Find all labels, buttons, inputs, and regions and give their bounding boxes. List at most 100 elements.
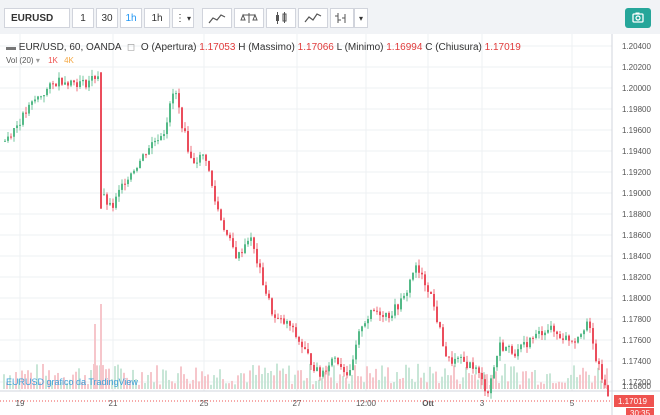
volume-bar <box>237 375 239 389</box>
volume-bar <box>189 383 191 389</box>
y-tick-label: 1.18800 <box>622 210 651 219</box>
candle-body <box>484 379 486 392</box>
volume-bar <box>549 373 551 389</box>
candle-body <box>286 321 288 324</box>
volume-bar <box>87 383 89 389</box>
volume-bar <box>183 374 185 389</box>
volume-bar <box>54 375 56 389</box>
last-price-tag <box>614 395 654 408</box>
collapse-icon[interactable]: ▬ <box>6 42 16 53</box>
candle-body <box>31 101 33 105</box>
candle-body <box>184 128 186 132</box>
candles-style-button[interactable] <box>266 8 296 28</box>
volume-bar <box>432 373 434 389</box>
volume-bar <box>300 370 302 389</box>
volume-bar <box>462 377 464 389</box>
volume-bar <box>243 373 245 389</box>
candle-body <box>139 160 141 168</box>
candle-body <box>307 349 309 354</box>
candle-body <box>442 327 444 347</box>
candle-body <box>454 358 456 364</box>
volume-bar <box>174 383 176 389</box>
volume-bar <box>480 372 482 389</box>
interval-30-button[interactable]: 30 <box>96 8 118 28</box>
candle-body <box>601 364 603 380</box>
candle-body <box>235 247 237 259</box>
more-intervals-button[interactable]: ⋮ ▾ <box>172 8 194 28</box>
interval-1h-button[interactable]: 1h <box>120 8 142 28</box>
volume-bar <box>69 379 71 389</box>
candle-body <box>229 234 231 239</box>
volume-bar <box>330 377 332 389</box>
volume-bar <box>66 383 68 389</box>
low-label: L (Minimo) <box>336 42 384 53</box>
symbol-description: EUR/USD, 60, OANDA <box>18 42 122 53</box>
candle-body <box>187 131 189 152</box>
volume-bar <box>294 374 296 389</box>
candle-body <box>592 328 594 344</box>
candle-body <box>172 93 174 104</box>
volume-bar <box>318 379 320 389</box>
volume-bar <box>363 382 365 389</box>
volume-bar <box>171 381 173 389</box>
candle-body <box>481 373 483 380</box>
line-style-button[interactable] <box>298 8 328 28</box>
volume-bar <box>9 375 11 389</box>
candle-body <box>61 77 63 85</box>
candle-body <box>409 279 411 293</box>
volume-bar <box>285 373 287 389</box>
symbol-search-button[interactable]: EURUSD <box>4 8 70 28</box>
volume-bar <box>357 376 359 389</box>
volume-bar <box>471 374 473 389</box>
indicators-button[interactable] <box>202 8 232 28</box>
candle-body <box>115 196 117 208</box>
candle-body <box>358 331 360 345</box>
compare-button[interactable] <box>234 8 264 28</box>
bars-icon <box>335 13 346 23</box>
candle-body <box>67 82 69 86</box>
y-tick-label: 1.18600 <box>622 231 651 240</box>
candle-body <box>541 331 543 336</box>
candle-body <box>160 136 162 141</box>
candle-body <box>148 148 150 155</box>
volume-bar <box>498 383 500 389</box>
volume-bar <box>402 377 404 389</box>
candle-body <box>250 237 252 241</box>
volume-bar <box>63 377 65 389</box>
volume-bar <box>60 381 62 389</box>
volume-bar <box>204 376 206 389</box>
volume-dropdown-icon[interactable]: ▾ <box>35 56 40 65</box>
interval-1-button[interactable]: 1 <box>72 8 94 28</box>
volume-bar <box>369 373 371 389</box>
candle-body <box>502 342 504 351</box>
chart-style-dropdown[interactable]: ▾ <box>354 8 368 28</box>
volume-bar <box>417 363 419 389</box>
volume-bar <box>465 367 467 389</box>
candle-body <box>373 309 375 311</box>
volume-bar <box>186 378 188 389</box>
volume-bar <box>12 383 14 389</box>
candle-body <box>178 93 180 108</box>
tradingview-watermark[interactable]: EURUSD grafico da TradingView <box>6 377 138 387</box>
volume-bar <box>270 371 272 389</box>
candle-body <box>559 334 561 339</box>
candle-body <box>100 72 102 209</box>
bars-style-button[interactable] <box>330 8 354 28</box>
volume-bar <box>354 365 356 389</box>
candle-body <box>508 346 510 348</box>
interval-dropdown-button[interactable]: 1h <box>144 8 170 28</box>
volume-bar <box>321 378 323 389</box>
y-tick-label: 1.19400 <box>622 147 651 156</box>
snapshot-button[interactable] <box>625 8 651 28</box>
indicators-icon <box>208 14 226 24</box>
candle-body <box>472 362 474 369</box>
candle-body <box>34 99 36 102</box>
settings-icon[interactable]: ◻ <box>126 42 136 53</box>
volume-bar <box>267 373 269 389</box>
volume-bar <box>114 366 116 389</box>
open-value: 1.17053 <box>199 42 236 53</box>
volume-bar <box>198 381 200 389</box>
volume-bar <box>429 366 431 389</box>
candle-body <box>325 370 327 372</box>
chart-area[interactable]: 1.20400 1.20200 1.20000 1.19800 1.19600 1.194… <box>0 34 660 415</box>
